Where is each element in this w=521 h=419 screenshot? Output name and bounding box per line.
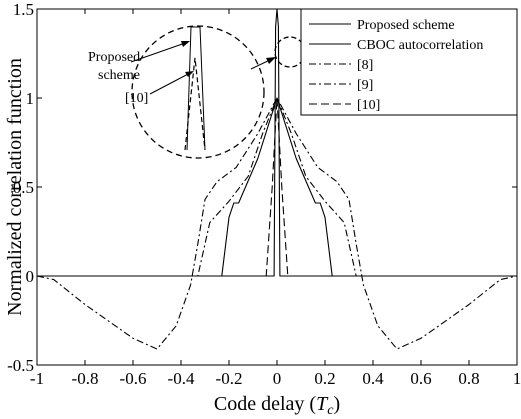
series-layer — [36, 8, 518, 350]
inset-arrow-ref10 — [149, 71, 193, 95]
inset-arrowhead-proposed — [181, 41, 190, 47]
inset-ref10-spike — [184, 57, 206, 151]
legend: Proposed scheme CBOC autocorrelation [8] [9… — [300, 8, 518, 116]
y-tick-label: -0.5 — [7, 356, 34, 375]
inset-label-proposed-1: Proposed — [88, 50, 140, 65]
x-tick-label: -0.4 — [168, 369, 195, 388]
legend-label: [8] — [357, 58, 373, 73]
series-line-cboc-autocorrelation — [37, 97, 517, 277]
x-tick-label: 0.4 — [362, 369, 384, 388]
legend-label: Proposed scheme — [357, 18, 455, 33]
zoom-inset-circle — [131, 25, 265, 159]
series-line-9 — [37, 97, 517, 277]
y-tick-label: 1.5 — [13, 0, 34, 19]
legend-box — [300, 8, 518, 116]
y-tick-label: 0.5 — [13, 178, 34, 197]
series-line-proposed-scheme — [37, 8, 517, 277]
legend-label: CBOC autocorrelation — [357, 38, 483, 53]
inset-label-ref10: [10] — [125, 91, 148, 106]
x-tick-label: -1 — [30, 369, 44, 388]
x-tick-label: -0.6 — [120, 369, 147, 388]
legend-label: [9] — [357, 78, 373, 93]
x-tick-label: 0.8 — [458, 369, 479, 388]
x-tick-label: -0.2 — [216, 369, 243, 388]
x-tick-label: 0.2 — [314, 369, 335, 388]
inset-proposed-spike — [186, 26, 206, 151]
axis-ticks: -1 -0.8 -0.6 -0.4 -0.2 0 0.2 0.4 0.6 0.8 1 -0.5 0 0.5… — [7, 0, 521, 388]
inset-arrow-proposed — [130, 41, 189, 63]
inset-arrowhead-ref10 — [185, 71, 194, 77]
legend-label: [10] — [357, 98, 380, 113]
x-tick-label: 0 — [273, 369, 282, 388]
x-tick-label: -0.8 — [72, 369, 99, 388]
series-line-10 — [37, 97, 517, 277]
inset-label-proposed-2: scheme — [98, 68, 140, 83]
zoom-inset: Proposed scheme [10] — [88, 25, 306, 159]
y-tick-label: 0 — [26, 267, 35, 286]
x-tick-label: 0.6 — [410, 369, 431, 388]
y-tick-label: 1 — [26, 89, 35, 108]
x-axis-label: Code delay (Tc) — [214, 393, 340, 418]
y-axis-label: Normalized correlation function — [4, 58, 26, 316]
zoom-connector-arrowhead — [266, 57, 276, 64]
x-tick-label: 1 — [513, 369, 521, 388]
series-line-8 — [36, 97, 518, 350]
